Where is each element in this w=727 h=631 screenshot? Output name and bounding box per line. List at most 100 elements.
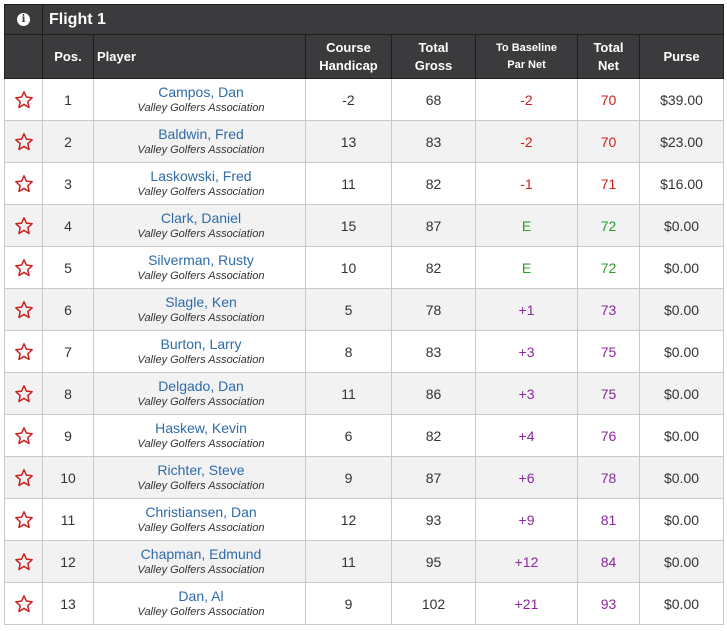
col-favorite — [4, 34, 43, 79]
position-cell: 11 — [42, 498, 94, 541]
player-cell: Dan, Al Valley Golfers Association — [93, 582, 306, 625]
player-name-link[interactable]: Christiansen, Dan — [145, 504, 257, 520]
player-cell: Burton, Larry Valley Golfers Association — [93, 330, 306, 373]
favorite-star-icon[interactable] — [4, 120, 43, 163]
table-row: 5 Silverman, Rusty Valley Golfers Associat… — [4, 246, 725, 289]
favorite-star-icon[interactable] — [4, 330, 43, 373]
to-baseline-cell: +1 — [475, 288, 578, 331]
col-total-gross-line1: Total — [418, 39, 449, 55]
player-name-link[interactable]: Silverman, Rusty — [148, 252, 254, 268]
to-baseline-cell: +3 — [475, 372, 578, 415]
position-cell: 1 — [42, 78, 94, 121]
table-row: 1 Campos, Dan Valley Golfers Association -2… — [4, 78, 725, 121]
favorite-star-icon[interactable] — [4, 78, 43, 121]
table-row: 2 Baldwin, Fred Valley Golfers Association… — [4, 120, 725, 163]
to-baseline-cell: +6 — [475, 456, 578, 499]
total-gross-cell: 82 — [391, 246, 476, 289]
purse-cell: $0.00 — [638, 498, 725, 541]
course-handicap-cell: 5 — [305, 288, 392, 331]
purse-cell: $0.00 — [638, 246, 725, 289]
info-icon[interactable]: i — [17, 12, 30, 26]
player-cell: Laskowski, Fred Valley Golfers Associatio… — [93, 162, 306, 205]
table-row: 4 Clark, Daniel Valley Golfers Association… — [4, 204, 725, 247]
player-club: Valley Golfers Association — [137, 522, 265, 534]
total-net-cell: 81 — [577, 498, 640, 541]
total-gross-cell: 87 — [391, 204, 476, 247]
player-name-link[interactable]: Baldwin, Fred — [158, 126, 244, 142]
favorite-star-icon[interactable] — [4, 288, 43, 331]
flight-info-cell: i — [4, 4, 43, 35]
player-name-link[interactable]: Haskew, Kevin — [155, 420, 247, 436]
table-row: 3 Laskowski, Fred Valley Golfers Associati… — [4, 162, 725, 205]
course-handicap-cell: 6 — [305, 414, 392, 457]
favorite-star-icon[interactable] — [4, 246, 43, 289]
purse-cell: $0.00 — [638, 330, 725, 373]
col-course-handicap[interactable]: Course Handicap — [305, 34, 392, 79]
player-club: Valley Golfers Association — [137, 144, 265, 156]
total-gross-cell: 87 — [391, 456, 476, 499]
col-to-baseline[interactable]: To Baseline Par Net — [475, 34, 578, 79]
total-net-cell: 70 — [577, 78, 640, 121]
course-handicap-cell: 10 — [305, 246, 392, 289]
col-total-net[interactable]: Total Net — [577, 34, 640, 79]
player-name-link[interactable]: Delgado, Dan — [158, 378, 244, 394]
favorite-star-icon[interactable] — [4, 204, 43, 247]
player-name-link[interactable]: Richter, Steve — [157, 462, 245, 478]
player-name-link[interactable]: Laskowski, Fred — [150, 168, 252, 184]
position-cell: 5 — [42, 246, 94, 289]
col-total-gross[interactable]: Total Gross — [391, 34, 476, 79]
table-row: 8 Delgado, Dan Valley Golfers Association 1… — [4, 372, 725, 415]
course-handicap-cell: -2 — [305, 78, 392, 121]
player-name-link[interactable]: Chapman, Edmund — [140, 546, 262, 562]
to-baseline-cell: +3 — [475, 330, 578, 373]
table-row: 6 Slagle, Ken Valley Golfers Association 5 7… — [4, 288, 725, 331]
player-name-link[interactable]: Slagle, Ken — [165, 294, 237, 310]
favorite-star-icon[interactable] — [4, 498, 43, 541]
player-cell: Clark, Daniel Valley Golfers Association — [93, 204, 306, 247]
player-name-link[interactable]: Campos, Dan — [158, 84, 244, 100]
to-baseline-cell: +9 — [475, 498, 578, 541]
table-row: 13 Dan, Al Valley Golfers Association 9 102 +… — [4, 582, 725, 625]
favorite-star-icon[interactable] — [4, 456, 43, 499]
player-cell: Christiansen, Dan Valley Golfers Associat… — [93, 498, 306, 541]
course-handicap-cell: 11 — [305, 372, 392, 415]
favorite-star-icon[interactable] — [4, 414, 43, 457]
player-club: Valley Golfers Association — [137, 606, 265, 618]
player-name-link[interactable]: Clark, Daniel — [160, 210, 242, 226]
column-header-row: Pos. Player Course Handicap Total Gross To… — [4, 34, 725, 79]
total-gross-cell: 82 — [391, 414, 476, 457]
total-net-cell: 72 — [577, 204, 640, 247]
position-cell: 8 — [42, 372, 94, 415]
favorite-star-icon[interactable] — [4, 540, 43, 583]
col-total-gross-line2: Gross — [414, 57, 453, 73]
total-gross-cell: 86 — [391, 372, 476, 415]
col-player[interactable]: Player — [93, 34, 306, 79]
player-name-link[interactable]: Dan, Al — [178, 588, 224, 604]
col-purse[interactable]: Purse — [638, 34, 725, 79]
flight-header: i Flight 1 — [4, 4, 725, 35]
player-club: Valley Golfers Association — [137, 270, 265, 282]
course-handicap-cell: 15 — [305, 204, 392, 247]
purse-cell: $0.00 — [638, 582, 725, 625]
player-cell: Delgado, Dan Valley Golfers Association — [93, 372, 306, 415]
to-baseline-cell: +21 — [475, 582, 578, 625]
col-course-handicap-line1: Course — [326, 39, 371, 55]
position-cell: 9 — [42, 414, 94, 457]
total-gross-cell: 93 — [391, 498, 476, 541]
col-pos[interactable]: Pos. — [42, 34, 94, 79]
favorite-star-icon[interactable] — [4, 162, 43, 205]
to-baseline-cell: E — [475, 204, 578, 247]
total-gross-cell: 95 — [391, 540, 476, 583]
to-baseline-cell: E — [475, 246, 578, 289]
table-row: 11 Christiansen, Dan Valley Golfers Associ… — [4, 498, 725, 541]
favorite-star-icon[interactable] — [4, 372, 43, 415]
total-net-cell: 70 — [577, 120, 640, 163]
to-baseline-cell: -1 — [475, 162, 578, 205]
leaderboard: i Flight 1 Pos. Player Course Handicap To… — [4, 4, 725, 625]
player-cell: Campos, Dan Valley Golfers Association — [93, 78, 306, 121]
purse-cell: $0.00 — [638, 456, 725, 499]
total-net-cell: 72 — [577, 246, 640, 289]
total-gross-cell: 78 — [391, 288, 476, 331]
favorite-star-icon[interactable] — [4, 582, 43, 625]
player-name-link[interactable]: Burton, Larry — [160, 336, 242, 352]
